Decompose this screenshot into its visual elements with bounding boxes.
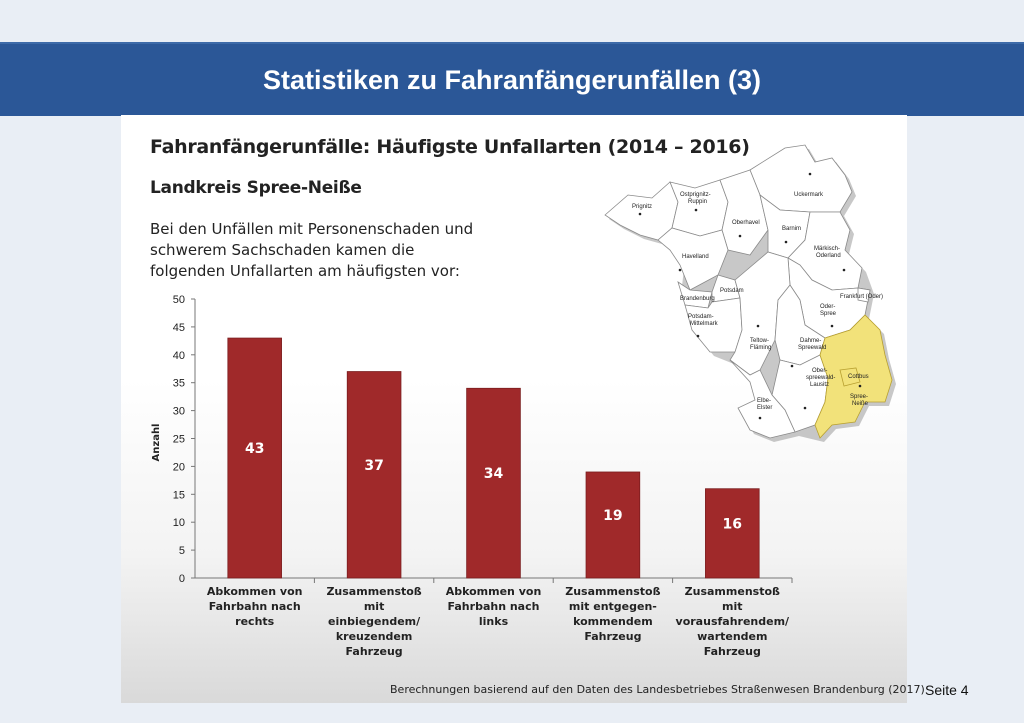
top-strip (0, 0, 1024, 42)
svg-text:Teltow-: Teltow- (750, 338, 769, 344)
category-label: mit (722, 600, 743, 613)
y-tick-label: 50 (173, 294, 185, 306)
bar (585, 471, 641, 579)
category-label: mit entgegen- (569, 600, 657, 613)
svg-text:Ostprignitz-: Ostprignitz- (680, 192, 711, 198)
category-label: Fahrbahn nach (209, 600, 301, 613)
intro-text: Bei den Unfällen mit Personenschaden und… (150, 220, 474, 280)
category-label: vorausfahrendem/ (676, 615, 791, 628)
category-label: rechts (235, 615, 274, 628)
map-region-havelland (657, 227, 729, 291)
svg-text:Barnim: Barnim (782, 226, 801, 232)
source-note: Berechnungen basierend auf den Daten des… (390, 683, 925, 696)
map-region-oberhavel (719, 169, 769, 256)
y-tick-label: 35 (173, 378, 185, 390)
svg-text:spreewald-: spreewald- (806, 375, 835, 381)
y-tick-label: 40 (173, 350, 185, 362)
chart-heading: Fahranfängerunfälle: Häufigste Unfallart… (150, 136, 750, 158)
svg-text:Brandenburg: Brandenburg (680, 296, 715, 302)
category-label: Zusammenstoß (326, 585, 421, 598)
svg-text:Cottbus: Cottbus (848, 374, 869, 380)
category-label: Fahrbahn nach (448, 600, 540, 613)
y-tick-label: 45 (173, 322, 185, 334)
map-region-prignitz (604, 181, 679, 241)
chart-subheading: Landkreis Spree-Neiße (150, 178, 362, 198)
svg-text:Spree-: Spree- (850, 394, 868, 400)
svg-text:Oderland: Oderland (816, 253, 841, 259)
y-tick-label: 20 (173, 461, 185, 473)
map-region-frankfurt-oder (857, 287, 871, 303)
svg-text:Oberhavel: Oberhavel (732, 220, 760, 226)
bar (705, 488, 760, 579)
category-label: einbiegendem/ (328, 615, 421, 628)
category-label: Fahrzeug (704, 645, 761, 658)
svg-text:Lausitz: Lausitz (810, 382, 829, 388)
y-tick-label: 25 (173, 434, 185, 446)
category-label: Zusammenstoß (685, 585, 780, 598)
svg-text:Oder-: Oder- (820, 304, 835, 310)
y-axis-title: Anzahl (151, 424, 162, 462)
page-number: Seite 4 (925, 682, 969, 698)
category-label: Fahrzeug (346, 645, 403, 658)
svg-text:Potsdam-: Potsdam- (688, 314, 714, 320)
svg-text:Spree: Spree (820, 311, 837, 317)
category-label: Abkommen von (446, 585, 542, 598)
map-region-cottbus (839, 367, 861, 387)
category-label: kommendem (573, 615, 653, 628)
map-town-dots (638, 172, 862, 420)
category-label: Zusammenstoß (565, 585, 660, 598)
brandenburg-map: Prignitz Ostprignitz- Ruppin Uckermark O… (604, 144, 896, 442)
data-label: 16 (723, 516, 742, 532)
svg-text:Dahme-: Dahme- (800, 338, 821, 344)
svg-text:Mittelmark: Mittelmark (690, 321, 719, 327)
svg-text:Havelland: Havelland (682, 254, 709, 260)
y-tick-label: 15 (173, 489, 185, 501)
bar-chart: 0 5 10 15 20 25 30 35 40 45 50 Anzahl 43 Abkommen von… (151, 294, 793, 658)
data-label: 19 (603, 508, 622, 524)
svg-text:Elster: Elster (757, 405, 772, 411)
y-tick-label: 10 (173, 517, 185, 529)
svg-text:Ober-: Ober- (812, 368, 827, 374)
slide-title: Statistiken zu Fahranfängerunfällen (3) (262, 65, 762, 95)
category-label: Abkommen von (207, 585, 303, 598)
y-tick-label: 5 (179, 545, 185, 557)
svg-text:Ruppin: Ruppin (688, 199, 707, 205)
data-label: 43 (245, 441, 264, 457)
svg-text:Märkisch-: Märkisch- (814, 246, 840, 252)
svg-text:Uckermark: Uckermark (794, 192, 824, 198)
svg-text:Elbe-: Elbe- (757, 398, 771, 404)
y-tick-label: 30 (173, 406, 185, 418)
data-label: 34 (484, 466, 504, 482)
map-regions (604, 144, 893, 439)
map-region-elbe-elster (729, 359, 796, 439)
category-label: links (479, 615, 509, 628)
category-label: kreuzendem (336, 630, 413, 643)
svg-text:Spreewald: Spreewald (798, 345, 826, 351)
svg-text:Potsdam: Potsdam (720, 288, 744, 294)
map-labels: Prignitz Ostprignitz- Ruppin Uckermark O… (632, 192, 883, 411)
category-label: Fahrzeug (584, 630, 641, 643)
bar (227, 337, 282, 579)
map-region-ostprignitz-ruppin (669, 179, 729, 237)
svg-text:Prignitz: Prignitz (632, 204, 652, 210)
category-label: wartendem (697, 630, 767, 643)
y-tick-label: 0 (179, 573, 185, 585)
bar (346, 371, 402, 579)
svg-text:Fläming: Fläming (750, 345, 771, 351)
category-label: mit (364, 600, 385, 613)
svg-text:Neiße: Neiße (852, 401, 869, 407)
svg-text:Frankfurt (Oder): Frankfurt (Oder) (840, 294, 883, 300)
bar (466, 387, 521, 579)
data-label: 37 (364, 458, 383, 474)
title-banner: Statistiken zu Fahranfängerunfällen (3) (0, 42, 1024, 116)
map-region-brandenburg-city (677, 281, 713, 309)
